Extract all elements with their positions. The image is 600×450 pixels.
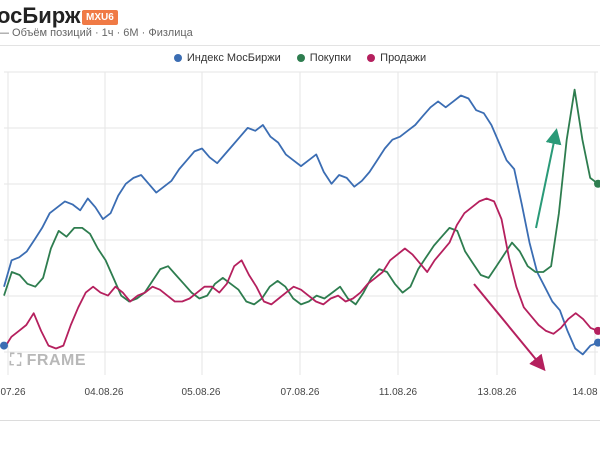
legend-item-index[interactable]: Индекс МосБиржи xyxy=(173,52,281,64)
series-end-marker-2 xyxy=(594,326,600,335)
bottom-divider xyxy=(0,420,600,421)
chart-title: осБиржи xyxy=(0,3,94,28)
series-end-marker-0 xyxy=(594,338,600,347)
series-line-1 xyxy=(3,88,599,306)
legend-item-sells[interactable]: Продажи xyxy=(367,52,426,64)
watermark-frame: ⛶ FRAME xyxy=(10,352,86,370)
series-start-marker-0 xyxy=(0,341,8,350)
ticker-badge: MXU6 xyxy=(82,10,118,25)
series-line-0 xyxy=(3,94,599,356)
legend-label-buys: Покупки xyxy=(309,52,352,64)
annotation-arrow-up xyxy=(535,128,562,229)
x-tick-label-3: 07.08.26 xyxy=(281,387,320,398)
header-divider xyxy=(0,45,600,46)
watermark-text: FRAME xyxy=(26,352,87,369)
series-line-2 xyxy=(3,197,599,350)
chart-subtitle: — Объём позиций · 1ч · 6М · Физлица xyxy=(0,27,193,39)
x-tick-label-4: 11.08.26 xyxy=(379,387,418,398)
x-tick-label-5: 13.08.26 xyxy=(478,387,517,398)
legend-dot-buys xyxy=(296,54,305,62)
legend-dot-index xyxy=(173,54,182,62)
legend-label-index: Индекс МосБиржи xyxy=(186,52,281,64)
x-tick-label-0: 07.26 xyxy=(0,387,25,398)
x-tick-label-1: 04.08.26 xyxy=(85,387,124,398)
legend-label-sells: Продажи xyxy=(380,52,427,64)
x-tick-label-6: 14.08 xyxy=(572,387,597,398)
series-end-marker-1 xyxy=(594,179,600,188)
watermark-icon: ⛶ xyxy=(10,352,22,369)
x-tick-label-2: 05.08.26 xyxy=(182,387,221,398)
annotation-arrow-down xyxy=(473,283,546,372)
legend-dot-sells xyxy=(367,54,376,62)
chart-legend: Индекс МосБиржи Покупки Продажи xyxy=(0,52,600,64)
chart-header: осБиржи MXU6 — Объём позиций · 1ч · 6М ·… xyxy=(0,0,600,50)
legend-item-buys[interactable]: Покупки xyxy=(296,52,352,64)
